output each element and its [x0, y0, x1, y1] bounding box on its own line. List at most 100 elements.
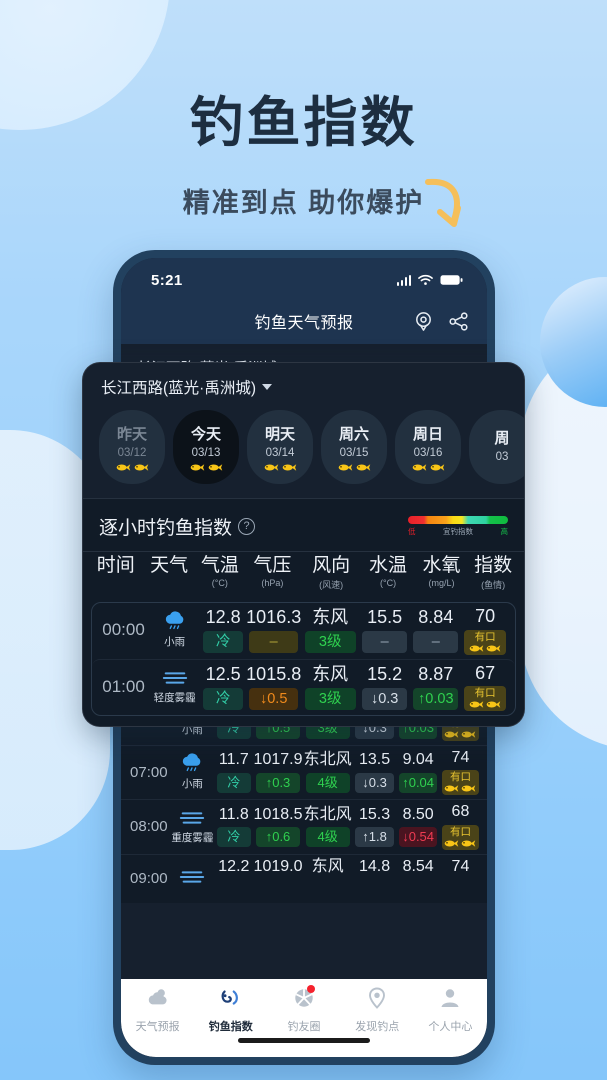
air-temp-cell: 12.8 冷	[200, 606, 246, 655]
fish-icon	[190, 463, 204, 471]
column-header-main: 水氧	[422, 555, 461, 576]
location-pin-icon[interactable]	[413, 311, 434, 332]
tab-label: 天气预报	[135, 1021, 180, 1033]
pressure-cell: 1017.9 ↑0.3	[253, 749, 303, 795]
index-chip: 有口	[464, 686, 507, 712]
fish-icon	[412, 463, 426, 471]
bottom-tab-bar[interactable]: 天气预报 钓鱼指数 钓友圈 发现钓点 个人中心	[121, 979, 487, 1057]
time-cell: 01:00	[102, 676, 145, 696]
status-icons	[396, 274, 464, 286]
pressure-value: 1019.0	[253, 857, 303, 875]
oxygen-value: 8.54	[402, 857, 434, 875]
share-icon[interactable]	[448, 311, 469, 332]
day-tab-date: 03/16	[413, 446, 443, 459]
tab-发现钓点[interactable]: 发现钓点	[341, 987, 414, 1034]
day-tab-fish-rating	[264, 463, 297, 472]
day-tab-label: 周	[494, 430, 510, 447]
fish-icon	[486, 644, 501, 652]
oxygen-cell: 8.87↑0.03	[410, 663, 461, 712]
table-row[interactable]: 09:00 12.2 1019.0 东风 14.8 8.54 74	[121, 853, 487, 904]
wind-chip: 4级	[305, 772, 350, 793]
water-temp-chip: –	[362, 631, 408, 654]
index-chip: 有口	[442, 770, 479, 796]
oxygen-cell: 8.84 –	[410, 606, 461, 655]
column-header-unit: (鱼情)	[481, 579, 506, 590]
fish-icon	[134, 463, 148, 471]
water-temp-cell: 15.5 –	[359, 606, 410, 655]
column-header-unit: (mg/L)	[428, 577, 455, 588]
day-tab-03-14[interactable]: 明天 03/14	[247, 410, 313, 484]
table-row[interactable]: 00:00 小雨 12.8 冷 1016.3– 东风 3级 15.5–8.84–70 有口	[92, 603, 515, 659]
air-temp-chip: 冷	[202, 631, 244, 654]
app-nav-bar: 钓鱼天气预报	[121, 298, 487, 344]
water-temp-cell: 14.8	[353, 858, 397, 900]
curved-down-arrow-icon	[425, 178, 461, 227]
pressure-value: 1015.8	[246, 664, 302, 685]
tab-天气预报[interactable]: 天气预报	[121, 987, 194, 1034]
decorative-bubble-right-blue	[540, 277, 607, 407]
table-row[interactable]: 07:00 小雨 11.7 冷 1017.9 ↑0.3 东北风 4级 13.5 ↓0.3 9.04 ↑…	[121, 744, 487, 799]
tab-label: 钓鱼指数	[208, 1021, 253, 1033]
weather-label: 小雨	[164, 636, 186, 649]
oxygen-cell: 9.04 ↑0.04	[396, 749, 440, 795]
index-fish-rating	[442, 784, 478, 793]
day-tab-fish-rating	[190, 463, 223, 472]
oxygen-chip: –	[413, 631, 459, 654]
day-tab-03-15[interactable]: 周六 03/15	[321, 410, 387, 484]
table-row[interactable]: 08:00 重度雾霾 11.8 冷 1018.5 ↑0.6 东北风 4级 15.3 ↑1.8 8.5…	[121, 799, 487, 853]
day-tab-03-16[interactable]: 周日 03/16	[395, 410, 461, 484]
fish-icon	[469, 701, 484, 709]
pressure-cell: 1016.3 –	[246, 606, 301, 655]
weather-cell: 重度雾霾	[171, 803, 215, 849]
day-tab-date: 03	[495, 451, 509, 463]
day-tab-03-12[interactable]: 昨天 03/12	[99, 410, 165, 484]
tab-钓友圈[interactable]: 钓友圈	[267, 985, 340, 1034]
battery-full-icon	[440, 275, 463, 285]
pressure-chip: –	[249, 631, 298, 654]
weather-cell	[171, 858, 215, 900]
day-tab-date: 03/14	[265, 446, 295, 459]
water-temp-cell: 15.3 ↑1.8	[353, 803, 397, 849]
air-temp-chip: 冷	[216, 772, 252, 793]
index-chip-label: 有口	[449, 771, 471, 784]
day-tab-label: 周六	[338, 425, 369, 443]
column-header-6: 水氧(mg/L)	[415, 555, 468, 588]
water-temp-chip: ↓0.3	[362, 687, 408, 710]
oxygen-cell: 8.50 ↓0.54	[396, 803, 440, 849]
day-tab-03-13[interactable]: 今天 03/13	[173, 410, 239, 484]
oxygen-chip: ↓0.54	[398, 827, 438, 848]
air-temp-cell: 12.2	[214, 858, 253, 900]
column-header-unit: (风速)	[319, 579, 344, 590]
overlay-location-selector[interactable]: 长江西路(蓝光·禹洲城)	[83, 363, 524, 402]
overlay-day-tab-strip[interactable]: 昨天 03/12 今天 03/13 明天 03/14 周六 03/15 周日 03/16 周 03	[83, 402, 524, 498]
index-cell: 67 有口	[461, 663, 509, 712]
fishing-hook-icon	[219, 987, 243, 1014]
overlay-hourly-rows[interactable]: 00:00 小雨 12.8 冷 1016.3– 东风 3级 15.5–8.84–70 有口 01:…	[91, 601, 516, 717]
column-header-main: 天气	[150, 555, 189, 576]
air-temp-value: 11.7	[218, 751, 249, 769]
water-temp-cell: 15.2↓0.3	[359, 663, 410, 712]
column-header-main: 风向	[312, 555, 351, 576]
pressure-value: 1018.5	[253, 805, 303, 823]
tab-钓鱼指数[interactable]: 钓鱼指数	[194, 987, 267, 1034]
page-subtitle: 精准到点 助你爆护	[182, 188, 425, 218]
column-header-unit: (°C)	[211, 577, 228, 588]
column-header-7: 指数 (鱼情)	[468, 555, 518, 591]
legend-labels: 低 宜钓指数 高	[408, 526, 508, 537]
index-fish-rating	[442, 730, 478, 739]
water-temp-value: 15.3	[358, 805, 391, 823]
question-mark-icon[interactable]: ?	[238, 518, 256, 535]
day-tab-03[interactable]: 周 03	[469, 410, 524, 484]
legend-mid-label: 宜钓指数	[443, 527, 473, 536]
column-header-main: 气温	[200, 555, 239, 576]
pressure-value: 1017.9	[253, 751, 303, 769]
overlay-table-header-row: 时间 天气 气温 (°C) 气压 (hPa) 风向 (风速) 水温 (°C) 水氧 (mg/L) 指数(…	[83, 551, 524, 598]
index-value: 74	[451, 857, 470, 875]
index-cell: 74 有口	[440, 749, 481, 796]
tab-个人中心[interactable]: 个人中心	[414, 987, 487, 1034]
app-nav-title: 钓鱼天气预报	[254, 315, 354, 332]
wind-chip: 3级	[304, 687, 356, 710]
weather-cell: 小雨	[149, 606, 200, 655]
